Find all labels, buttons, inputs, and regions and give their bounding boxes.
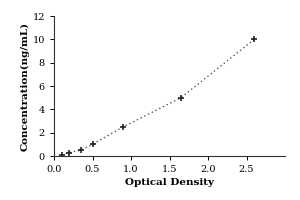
Y-axis label: Concentration(ng/mL): Concentration(ng/mL) — [21, 21, 30, 151]
X-axis label: Optical Density: Optical Density — [125, 178, 214, 187]
